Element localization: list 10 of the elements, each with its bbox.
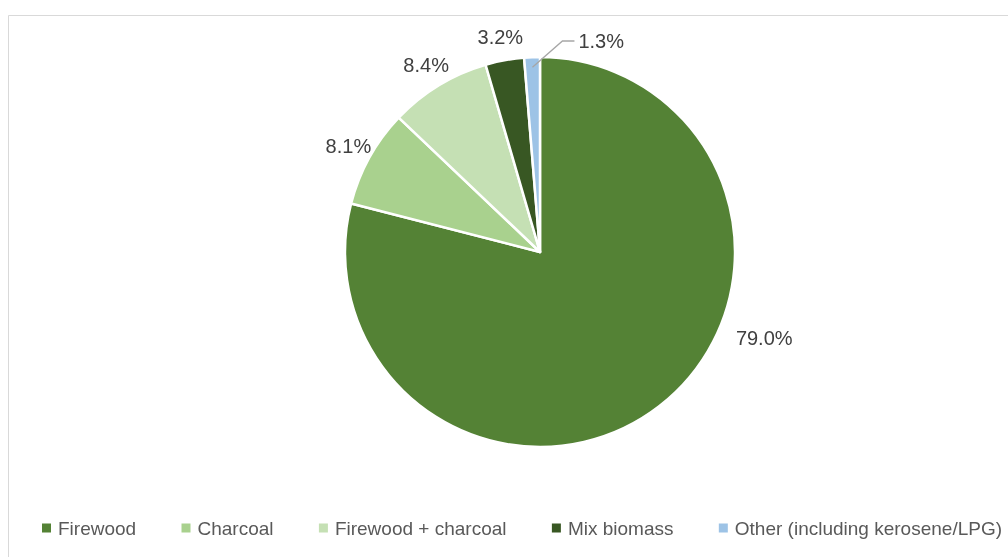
legend-label: Other (including kerosene/LPG): [734, 517, 1002, 539]
data-label: 1.3%: [578, 30, 625, 52]
legend-label: Firewood + charcoal: [334, 517, 507, 539]
data-label: 8.1%: [325, 134, 372, 157]
legend-label: Charcoal: [197, 517, 274, 539]
legend-label: Firewood: [58, 517, 137, 539]
data-label: 8.4%: [403, 53, 450, 76]
legend-label: Mix biomass: [567, 517, 674, 539]
data-label: 3.2%: [477, 25, 524, 48]
data-label: 79.0%: [735, 326, 793, 349]
